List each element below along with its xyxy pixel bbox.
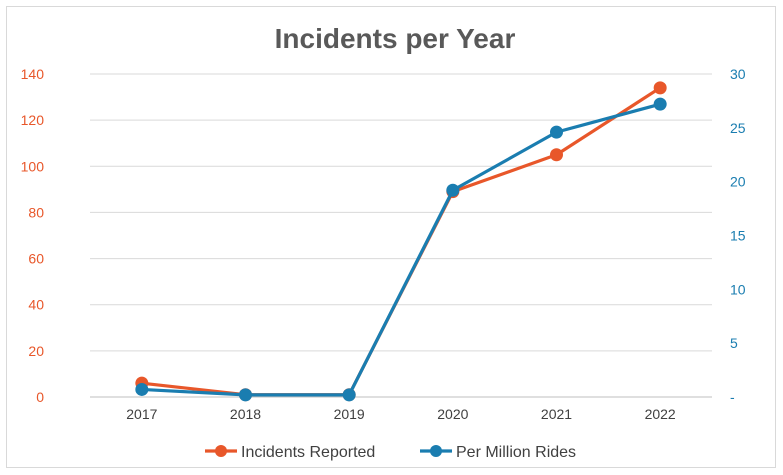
- gridlines: [90, 73, 712, 398]
- right-tick-label: 20: [730, 174, 746, 190]
- series-1-point: [446, 183, 460, 197]
- right-tick-label: 25: [730, 120, 746, 136]
- x-tick-label: 2018: [230, 406, 261, 422]
- right-tick-label: 30: [730, 66, 746, 82]
- left-tick-label: 100: [21, 158, 45, 174]
- left-tick-label: 60: [28, 251, 44, 267]
- left-tick-label: 140: [21, 66, 45, 82]
- series-1-point: [135, 382, 149, 396]
- right-tick-label: 10: [730, 281, 746, 297]
- right-tick-label: 5: [730, 335, 738, 351]
- chart-title: Incidents per Year: [275, 23, 516, 54]
- x-tick-label: 2020: [437, 406, 468, 422]
- x-tick-label: 2017: [126, 406, 157, 422]
- legend-label: Incidents Reported: [241, 444, 375, 461]
- x-tick-label: 2022: [645, 406, 676, 422]
- left-tick-label: 120: [21, 112, 45, 128]
- series-1-point: [550, 125, 563, 139]
- left-tick-label: 80: [28, 204, 44, 220]
- series-1-point: [342, 388, 356, 402]
- series-layer: [135, 81, 667, 402]
- legend-swatch-marker: [430, 445, 442, 457]
- left-tick-label: 0: [36, 389, 44, 405]
- right-tick-label: 15: [730, 228, 746, 244]
- series-1-point: [239, 388, 252, 402]
- series-1-point: [653, 97, 667, 111]
- left-tick-label: 40: [28, 297, 44, 313]
- legend: Incidents Reported Per Million Rides: [205, 444, 576, 461]
- left-axis: 0 20 40 60 80 100 120 140: [21, 66, 45, 405]
- chart-frame: [6, 6, 776, 468]
- series-0-point: [550, 148, 563, 162]
- legend-swatch-marker: [215, 445, 227, 457]
- x-tick-label: 2019: [334, 406, 365, 422]
- x-tick-label: 2021: [541, 406, 572, 422]
- right-axis: - 5 10 15 20 25 30: [730, 66, 746, 405]
- x-axis: 2017 2018 2019 2020 2021 2022: [126, 406, 676, 422]
- series-line-1: [140, 102, 662, 397]
- series-line-0: [140, 86, 662, 397]
- right-tick-label: -: [730, 389, 735, 405]
- left-tick-label: 20: [28, 343, 44, 359]
- series-0-point: [653, 81, 667, 95]
- legend-label: Per Million Rides: [456, 444, 576, 461]
